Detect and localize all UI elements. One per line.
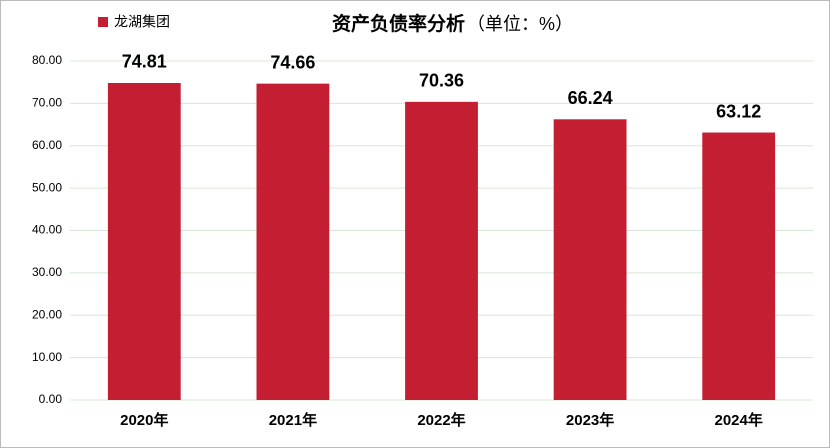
x-tick-label: 2021年 bbox=[269, 411, 317, 429]
legend-label: 龙湖集团 bbox=[114, 14, 170, 30]
y-tick-label: 80.00 bbox=[32, 53, 62, 67]
y-tick-label: 70.00 bbox=[32, 96, 62, 110]
y-tick-label: 60.00 bbox=[32, 138, 62, 152]
y-tick-label: 10.00 bbox=[32, 350, 62, 364]
data-label: 63.12 bbox=[716, 101, 761, 121]
legend-swatch bbox=[98, 17, 108, 27]
chart-subtitle: （单位：%） bbox=[467, 14, 573, 34]
data-label: 66.24 bbox=[568, 88, 613, 108]
x-tick-label: 2024年 bbox=[715, 411, 763, 429]
data-label: 74.66 bbox=[270, 52, 315, 72]
data-label: 74.81 bbox=[122, 52, 167, 72]
bar bbox=[553, 119, 627, 401]
bar bbox=[256, 83, 330, 401]
y-tick-label: 40.00 bbox=[32, 223, 62, 237]
chart-title: 资产负债率分析 bbox=[332, 12, 465, 35]
data-label: 70.36 bbox=[419, 71, 464, 91]
x-tick-label: 2023年 bbox=[566, 411, 614, 429]
x-tick-label: 2020年 bbox=[120, 411, 168, 429]
y-tick-label: 20.00 bbox=[32, 307, 62, 321]
bar bbox=[405, 101, 478, 401]
y-tick-label: 30.00 bbox=[32, 265, 62, 279]
bar bbox=[702, 132, 776, 401]
y-tick-label: 0.00 bbox=[39, 392, 63, 406]
x-tick-label: 2022年 bbox=[417, 411, 465, 429]
bar bbox=[107, 82, 181, 401]
y-tick-label: 50.00 bbox=[32, 180, 62, 194]
